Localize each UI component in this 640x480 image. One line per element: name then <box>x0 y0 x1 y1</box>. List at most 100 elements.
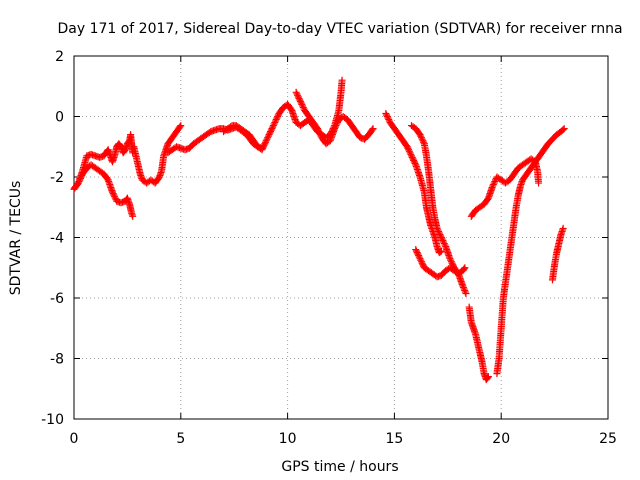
data-point <box>419 137 427 145</box>
y-tick-label: -2 <box>50 170 64 186</box>
data-point <box>434 226 442 234</box>
data-point <box>459 283 467 291</box>
data-point <box>437 234 445 241</box>
y-axis-label: SDTVAR / TECUs <box>8 181 24 296</box>
data-point <box>413 249 421 257</box>
x-tick-label: 20 <box>492 431 510 447</box>
data-point <box>447 258 455 266</box>
data-point <box>76 175 84 183</box>
data-point <box>314 126 322 134</box>
y-tick-label: 0 <box>55 110 64 126</box>
data-point <box>299 102 307 110</box>
data-point <box>265 131 273 139</box>
data-point <box>111 193 119 201</box>
y-tick-label: 2 <box>55 49 64 65</box>
data-point <box>75 178 83 186</box>
data-point <box>74 179 82 187</box>
data-point <box>403 143 411 151</box>
data-point <box>258 146 266 154</box>
data-point <box>129 212 137 220</box>
data-point <box>109 190 117 198</box>
data-point <box>315 128 323 136</box>
data-point <box>437 247 445 255</box>
data-point <box>369 125 377 133</box>
data-point <box>267 128 275 136</box>
data-point <box>407 150 415 158</box>
data-point <box>435 227 443 235</box>
data-point <box>489 181 497 189</box>
data-point <box>438 235 446 243</box>
data-point <box>417 256 425 264</box>
data-point <box>298 100 306 108</box>
data-point <box>417 134 425 142</box>
data-point <box>295 94 303 102</box>
data-point <box>408 153 416 161</box>
data-point <box>296 97 304 105</box>
data-point <box>333 120 341 128</box>
y-tick-label: -8 <box>50 352 64 368</box>
data-point <box>260 141 268 149</box>
data-point <box>385 116 393 124</box>
data-point <box>177 122 185 130</box>
data-point <box>272 116 280 124</box>
data-point <box>368 126 376 134</box>
data-point <box>559 224 567 232</box>
data-point <box>110 191 118 199</box>
data-point <box>405 146 413 154</box>
data-point <box>461 264 469 272</box>
data-point <box>489 182 497 190</box>
data-point <box>440 240 448 248</box>
data-point <box>416 131 424 139</box>
data-point <box>461 286 469 294</box>
data-point <box>441 241 449 249</box>
data-point <box>294 93 302 101</box>
data-point <box>261 140 269 148</box>
data-point <box>419 261 427 269</box>
data-point <box>338 76 346 84</box>
data-point <box>293 90 301 98</box>
data-point <box>415 252 423 260</box>
data-point <box>273 114 281 122</box>
data-point <box>383 113 391 120</box>
data-point <box>415 253 423 261</box>
data-point <box>409 155 417 163</box>
chart-title: Day 171 of 2017, Sidereal Day-to-day VTE… <box>57 21 622 37</box>
data-point <box>436 230 444 238</box>
data-point <box>435 229 443 237</box>
data-point <box>462 289 470 297</box>
data-point <box>491 178 499 186</box>
data-point <box>176 123 184 131</box>
data-point <box>490 179 498 187</box>
data-point <box>108 188 116 196</box>
data-point <box>407 152 415 160</box>
data-point <box>274 113 282 120</box>
data-point <box>412 246 420 254</box>
data-point <box>433 224 441 232</box>
data-point <box>382 109 390 117</box>
data-point <box>262 138 270 146</box>
data-point <box>269 123 277 131</box>
data-point <box>560 125 568 133</box>
data-points <box>70 76 568 384</box>
data-point <box>262 137 270 145</box>
x-tick-label: 25 <box>599 431 617 447</box>
data-point <box>410 158 418 166</box>
data-point <box>314 125 322 133</box>
data-point <box>292 88 300 96</box>
data-point <box>559 126 567 134</box>
x-tick-label: 0 <box>70 431 79 447</box>
data-point <box>76 176 84 184</box>
data-point <box>271 117 279 125</box>
data-point <box>418 259 426 267</box>
data-point <box>384 114 392 122</box>
data-point <box>447 256 455 264</box>
data-point <box>460 265 468 273</box>
data-point <box>266 129 274 137</box>
data-point <box>535 179 543 187</box>
data-point <box>259 144 267 152</box>
data-point <box>412 247 420 255</box>
data-point <box>316 129 324 137</box>
data-point <box>414 250 422 258</box>
